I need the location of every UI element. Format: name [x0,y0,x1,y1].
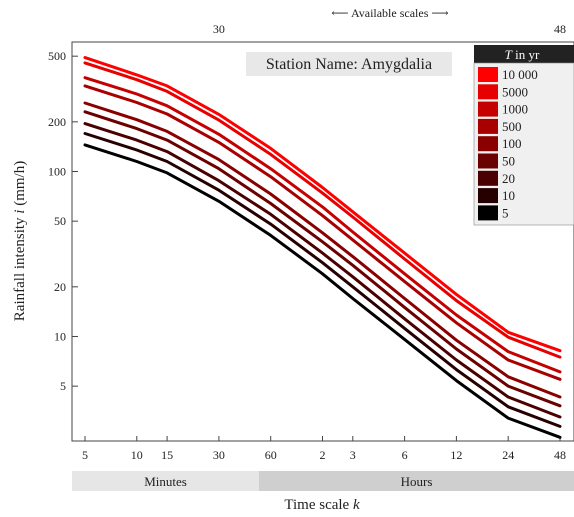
top-tick-label-30: 30 [213,22,225,36]
legend-items: 10 000 5000 1000 500 100 50 20 10 5 [478,67,538,221]
y-tick-label-5: 5 [60,379,66,393]
x-tick-label-24: 24 [502,448,514,462]
series-line-T100 [83,101,562,399]
x-axis-title-symbol: k [353,497,360,513]
legend-swatch-T10000 [478,67,498,82]
band-label-minutes: Minutes [144,474,187,489]
y-axis-title-unit: (mm/h) [12,161,28,210]
series-line-T5000 [83,61,562,359]
y-axis-title-symbol: i [12,210,28,214]
legend-label-T20: 20 [502,171,515,186]
time-scale-bands: Minutes Hours [72,471,574,491]
legend-title: T in yr [505,47,540,62]
legend-label-T5: 5 [502,205,509,220]
legend-swatch-T5 [478,205,498,221]
station-label: Station Name: Amygdalia [266,56,432,73]
x-axis-title: Time scale k [284,497,360,513]
x-tick-label-30: 30 [213,448,225,462]
station-label-box [246,52,452,76]
legend-label-T10: 10 [502,188,515,203]
y-axis-title: Rainfall intensity i (mm/h) [12,161,28,321]
legend-swatch-T1000 [478,101,498,117]
series-line-T5 [83,143,562,439]
legend-swatch-T10 [478,188,498,204]
band-minutes [72,471,259,491]
series-line-T10 [83,132,562,428]
legend-label-T100: 100 [502,136,522,151]
legend-swatch-T20 [478,170,498,186]
x-tick-label-60: 60 [265,448,277,462]
x-axis-title-text: Time scale [284,497,353,513]
available-scales-annotation: ⟵ Available scales ⟶ [331,6,448,20]
top-tick-label-48: 48 [554,22,566,36]
series-lines [83,56,562,439]
legend-header [474,45,574,63]
x-tick-label-48: 48 [554,448,566,462]
legend-title-suffix: in yr [512,47,540,62]
x-tick-label-10: 10 [131,448,143,462]
legend-label-T5000: 5000 [502,84,528,99]
top-axis-ticks: 30 48 [213,22,566,47]
legend-label-T500: 500 [502,119,522,134]
x-tick-label-3: 3 [350,448,356,462]
legend-swatch-T50 [478,153,498,169]
y-tick-label-500: 500 [48,49,66,63]
legend: T in yr 10 000 5000 1000 500 100 50 20 10 5 [473,45,574,226]
series-line-T1000 [83,76,562,374]
y-tick-label-200: 200 [48,115,66,129]
band-label-hours: Hours [401,474,433,489]
series-line-T500 [83,84,562,381]
series-line-T50 [83,110,562,408]
series-line-T10000 [83,56,562,353]
legend-label-T10000: 10 000 [502,67,538,82]
series-line-T20 [83,122,562,419]
legend-label-T1000: 1000 [502,102,528,117]
x-tick-label-12: 12 [450,448,462,462]
legend-swatch-T100 [478,136,498,152]
band-hours [259,471,574,491]
axis-ticks: 5 10 15 30 60 2 3 6 12 24 48 5 10 20 50 100 200 500 [48,49,566,462]
x-tick-label-6: 6 [402,448,408,462]
y-tick-label-20: 20 [54,280,66,294]
x-tick-label-15: 15 [161,448,173,462]
legend-swatch-T500 [478,118,498,134]
legend-title-symbol: T [505,47,513,62]
y-tick-label-50: 50 [54,214,66,228]
legend-label-T50: 50 [502,154,515,169]
y-tick-label-100: 100 [48,164,66,178]
x-tick-label-2: 2 [320,448,326,462]
legend-swatch-T5000 [478,84,498,100]
y-axis-title-text: Rainfall intensity [12,214,28,321]
y-tick-label-10: 10 [54,329,66,343]
x-tick-label-5: 5 [82,448,88,462]
